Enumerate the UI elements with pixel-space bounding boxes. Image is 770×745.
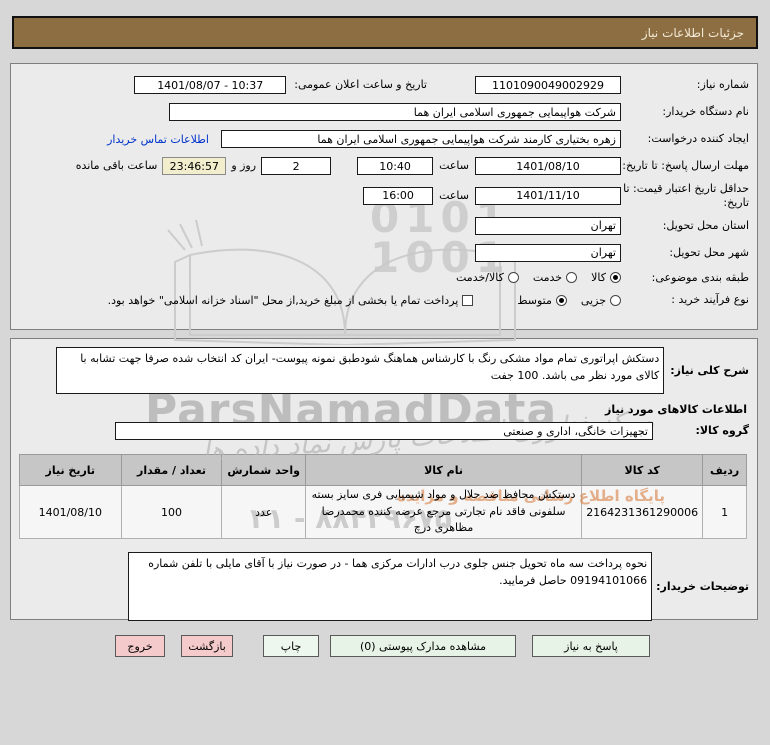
cell-qty: 100 bbox=[120, 485, 223, 539]
need-description-row: شرح کلی نیاز: دستکش اپراتوری تمام مواد م… bbox=[19, 347, 749, 394]
col-row-no: ردیف bbox=[702, 454, 747, 486]
col-need-date: تاریخ نیاز bbox=[19, 454, 122, 486]
treasury-checkbox-label: پرداخت تمام یا بخشی از مبلغ خرید,از محل … bbox=[107, 293, 459, 307]
request-creator-row: ایجاد کننده درخواست: زهره بختیاری کارمند… bbox=[19, 130, 749, 148]
goods-table-row: 1 2164231361290006 دستکش محافظ ضد حلال و… bbox=[19, 485, 747, 539]
radio-goods[interactable] bbox=[610, 271, 621, 283]
radio-medium[interactable] bbox=[555, 294, 567, 306]
reply-deadline-label: مهلت ارسال پاسخ: تا تاریخ: bbox=[622, 159, 749, 173]
col-qty: تعداد / مقدار bbox=[120, 454, 223, 486]
cell-row-no: 1 bbox=[702, 485, 747, 539]
city-label: شهر محل تحویل: bbox=[669, 245, 749, 259]
buyer-org-label: نام دستگاه خریدار: bbox=[662, 105, 749, 119]
goods-group-label: گروه کالا: bbox=[695, 424, 749, 438]
exit-button[interactable]: خروج bbox=[115, 635, 165, 657]
goods-table: ردیف کد کالا نام کالا واحد شمارش تعداد /… bbox=[19, 454, 747, 539]
reply-deadline-date-field[interactable]: 1401/08/10 bbox=[475, 157, 621, 175]
need-number-label: شماره نیاز: bbox=[696, 78, 749, 92]
need-description-label: شرح کلی نیاز: bbox=[670, 363, 749, 377]
back-button[interactable]: بازگشت bbox=[181, 635, 233, 657]
need-description-box[interactable]: دستکش اپراتوری تمام مواد مشکی رنگ با کار… bbox=[56, 347, 665, 394]
price-validity-time-field[interactable]: 16:00 bbox=[363, 186, 434, 205]
radio-goods-service-label: کالا/خدمت bbox=[456, 270, 504, 284]
price-validity-label: حداقل تاریخ اعتبار قیمت: تا تاریخ: bbox=[623, 182, 749, 209]
buyer-org-field[interactable]: شرکت هواپیمایی جمهوری اسلامی ایران هما bbox=[169, 103, 621, 121]
general-info-panel: شماره نیاز: 1101090049002929 تاریخ و ساع… bbox=[10, 63, 758, 330]
cell-name: دستکش محافظ ضد حلال و مواد شیمیایی فری س… bbox=[304, 485, 583, 539]
buyer-org-row: نام دستگاه خریدار: شرکت هواپیمایی جمهوری… bbox=[19, 103, 749, 121]
purchase-process-label: نوع فرآیند خرید : bbox=[671, 293, 749, 307]
buyer-notes-row: توضیحات خریدار: نحوه پرداخت سه ماه تحویل… bbox=[19, 552, 749, 621]
button-row: پاسخ به نیاز مشاهده مدارک پیوستی (0) چاپ… bbox=[0, 635, 770, 657]
goods-section-title: اطلاعات کالاهای مورد نیاز bbox=[605, 403, 747, 416]
cell-need-date: 1401/08/10 bbox=[19, 485, 122, 539]
radio-service[interactable] bbox=[566, 271, 578, 283]
radio-medium-label: متوسط bbox=[517, 293, 552, 307]
days-label: روز و bbox=[231, 159, 257, 173]
radio-minor-label: جزیی bbox=[580, 293, 606, 307]
title-bar: جزئیات اطلاعات نیاز bbox=[12, 16, 758, 49]
countdown-field: 23:46:57 bbox=[162, 157, 227, 175]
buyer-contact-link[interactable]: اطلاعات تماس خریدار bbox=[107, 132, 209, 146]
province-row: استان محل تحویل: تهران bbox=[19, 216, 749, 235]
goods-group-row: گروه کالا: تجهیزات خانگی، اداری و صنعتی bbox=[19, 422, 749, 440]
buyer-notes-box[interactable]: نحوه پرداخت سه ماه تحویل جنس جلوی درب اد… bbox=[128, 552, 653, 621]
goods-group-field[interactable]: تجهیزات خانگی، اداری و صنعتی bbox=[115, 422, 653, 440]
need-number-row: شماره نیاز: 1101090049002929 تاریخ و ساع… bbox=[19, 76, 749, 94]
price-validity-row: حداقل تاریخ اعتبار قیمت: تا تاریخ: 1401/… bbox=[19, 182, 749, 210]
announce-datetime-field[interactable]: 1401/08/07 - 10:37 bbox=[134, 76, 287, 94]
province-label: استان محل تحویل: bbox=[662, 218, 749, 232]
need-number-field[interactable]: 1101090049002929 bbox=[475, 76, 621, 94]
countdown-label: ساعت باقی مانده bbox=[75, 159, 158, 173]
print-button[interactable]: چاپ bbox=[263, 635, 319, 657]
days-remaining-field[interactable]: 2 bbox=[261, 157, 332, 175]
buyer-notes-label: توضیحات خریدار: bbox=[656, 579, 749, 593]
col-unit: واحد شمارش bbox=[221, 454, 306, 486]
reply-button[interactable]: پاسخ به نیاز bbox=[532, 635, 650, 657]
reply-hour-label: ساعت bbox=[439, 159, 469, 173]
cell-unit: عدد bbox=[221, 485, 306, 539]
city-field[interactable]: تهران bbox=[475, 243, 621, 262]
col-name: نام کالا bbox=[304, 454, 583, 486]
price-validity-date-field[interactable]: 1401/11/10 bbox=[475, 186, 621, 205]
cell-code: 2164231361290006 bbox=[581, 485, 704, 539]
view-docs-button[interactable]: مشاهده مدارک پیوستی (0) bbox=[330, 635, 516, 657]
province-field[interactable]: تهران bbox=[475, 216, 621, 235]
radio-goods-label: کالا bbox=[591, 270, 606, 284]
request-creator-label: ایجاد کننده درخواست: bbox=[647, 132, 749, 146]
radio-service-label: خدمت bbox=[532, 270, 563, 284]
request-creator-field[interactable]: زهره بختیاری کارمند شرکت هواپیمایی جمهور… bbox=[221, 130, 621, 148]
goods-table-header-row: ردیف کد کالا نام کالا واحد شمارش تعداد /… bbox=[19, 454, 747, 486]
purchase-process-row: نوع فرآیند خرید : جزیی متوسط پرداخت تمام… bbox=[19, 293, 749, 307]
radio-goods-service[interactable] bbox=[507, 271, 519, 283]
radio-minor[interactable] bbox=[610, 294, 621, 306]
reply-deadline-row: مهلت ارسال پاسخ: تا تاریخ: 1401/08/10 سا… bbox=[19, 157, 749, 175]
page-title: جزئیات اطلاعات نیاز bbox=[641, 25, 744, 40]
price-hour-label: ساعت bbox=[439, 188, 469, 202]
announce-datetime-label: تاریخ و ساعت اعلان عمومی: bbox=[294, 78, 427, 92]
subject-class-row: طبقه بندی موضوعی: کالا خدمت کالا/خدمت bbox=[19, 271, 749, 285]
col-code: کد کالا bbox=[581, 454, 704, 486]
city-row: شهر محل تحویل: تهران bbox=[19, 243, 749, 262]
goods-panel: شرح کلی نیاز: دستکش اپراتوری تمام مواد م… bbox=[10, 338, 758, 621]
treasury-checkbox[interactable] bbox=[462, 294, 474, 306]
subject-class-label: طبقه بندی موضوعی: bbox=[651, 270, 749, 284]
reply-deadline-time-field[interactable]: 10:40 bbox=[357, 157, 434, 175]
